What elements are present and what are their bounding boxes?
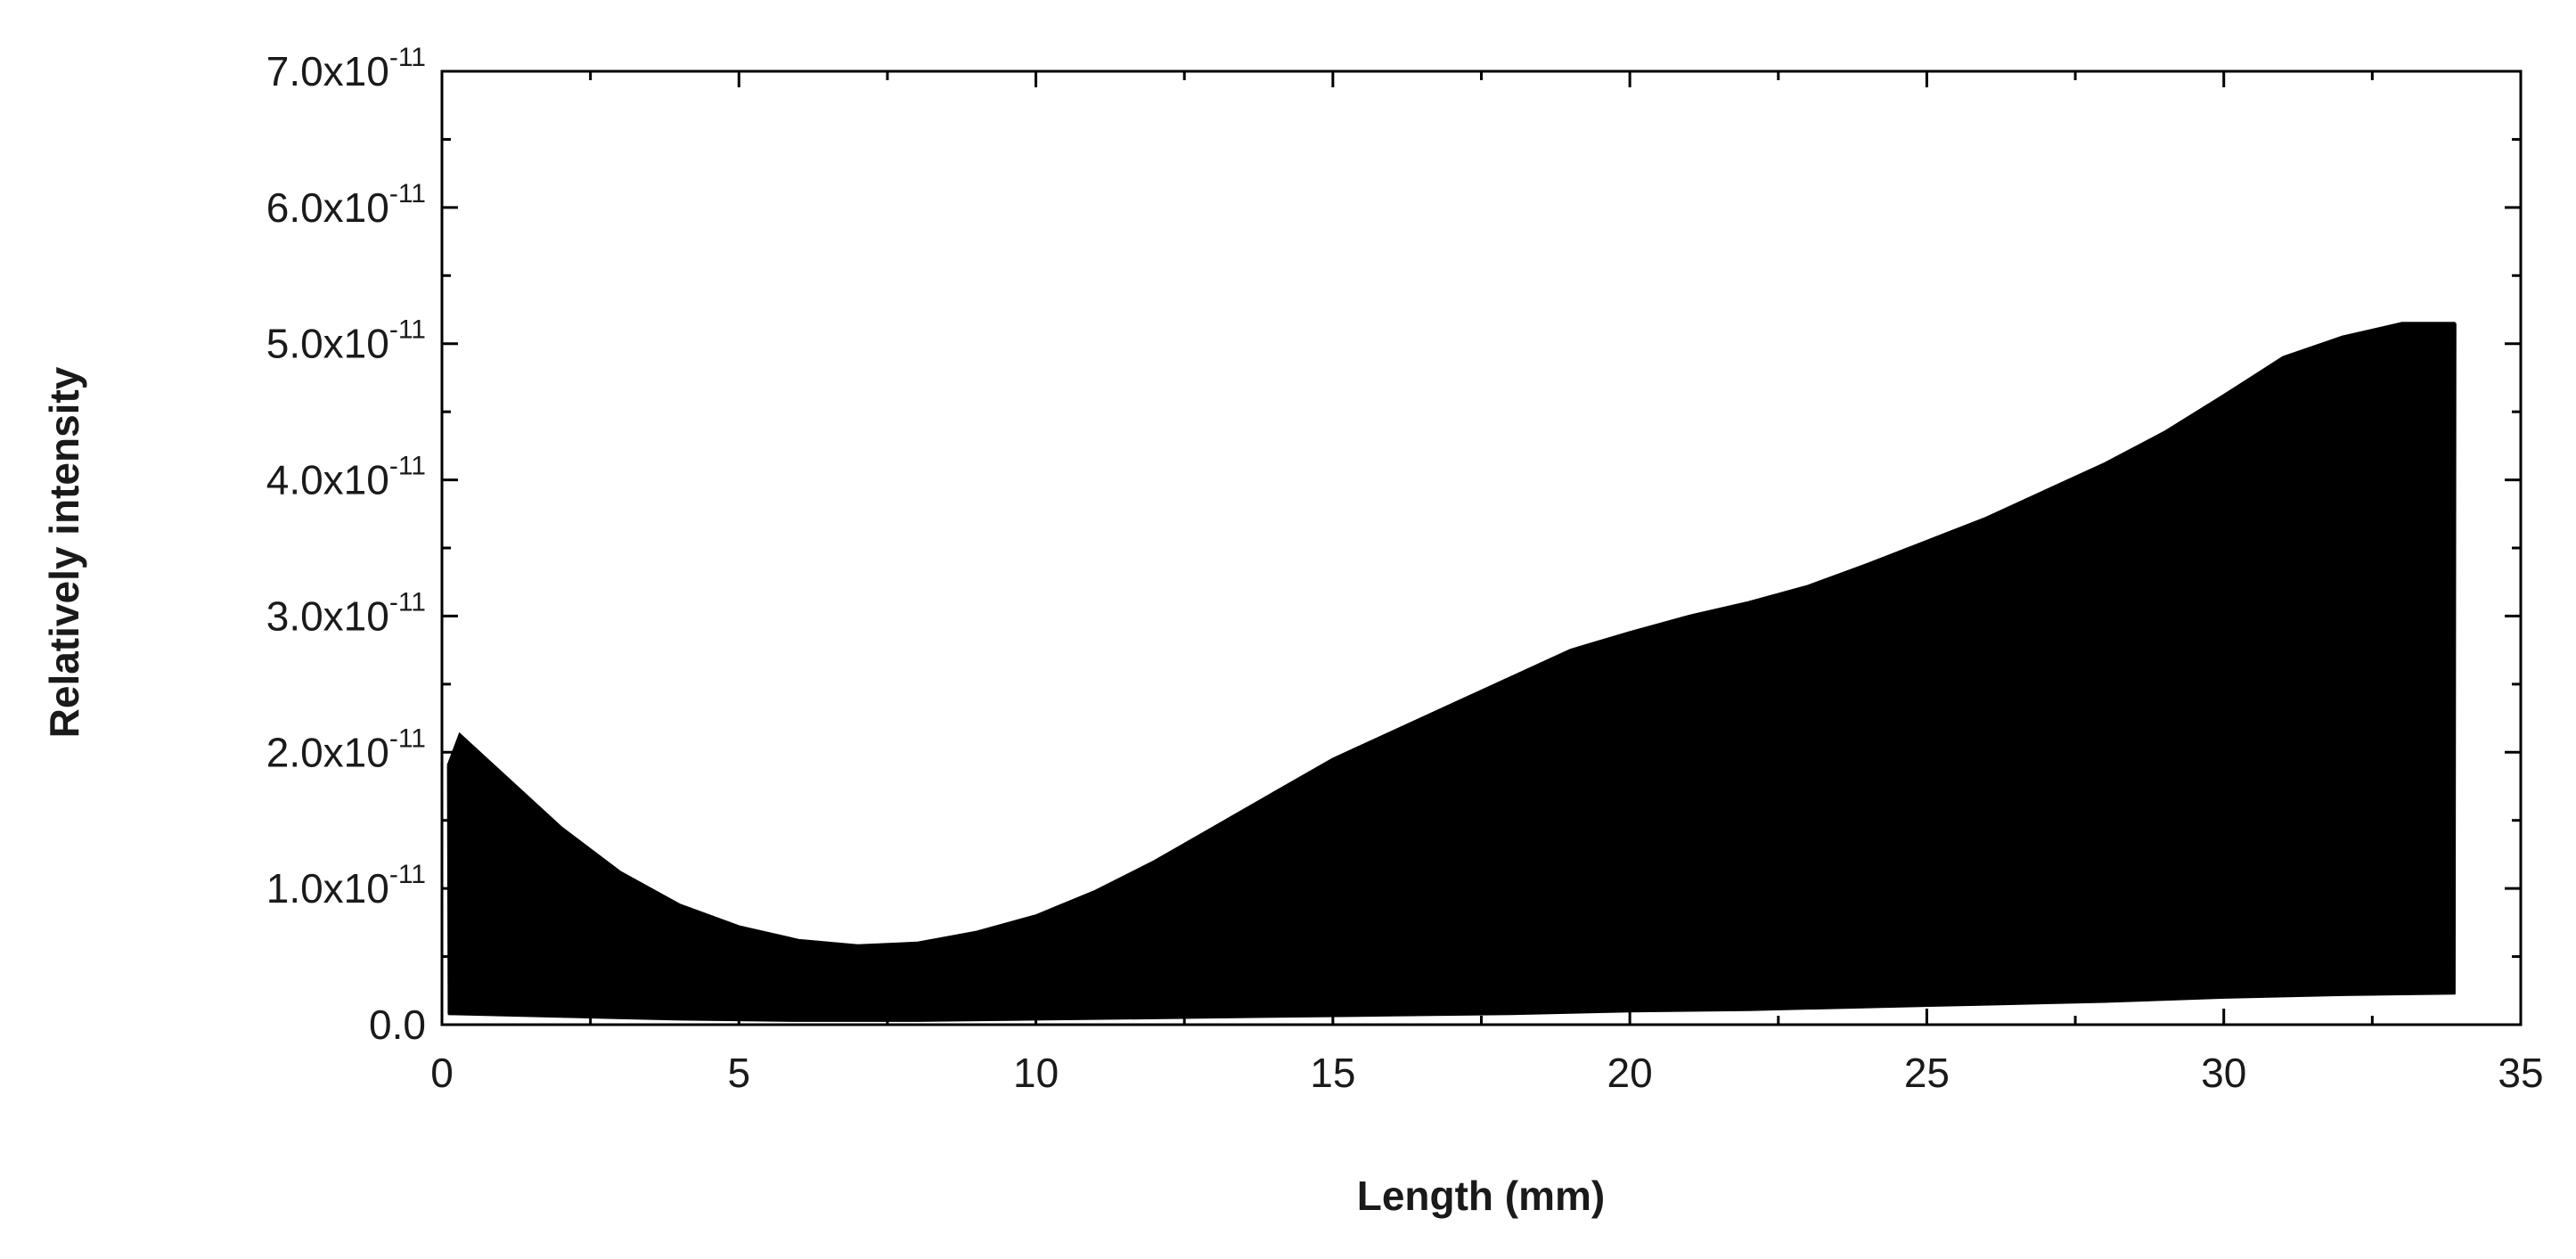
y-axis-title: Relatively intensity — [41, 366, 87, 738]
x-axis-title: Length (mm) — [1357, 1173, 1606, 1219]
y-tick-label: 6.0x10-11 — [266, 179, 426, 231]
x-tick-label: 15 — [1310, 1050, 1355, 1096]
axis-ticks — [440, 69, 2523, 1026]
x-tick-label: 0 — [430, 1050, 454, 1096]
x-tick-label: 5 — [727, 1050, 750, 1096]
x-tick-label: 10 — [1013, 1050, 1059, 1096]
y-tick-label: 7.0x10-11 — [266, 43, 426, 94]
lower-envelope-line — [447, 992, 2456, 1022]
x-tick-label: 35 — [2498, 1050, 2543, 1096]
y-tick-label: 2.0x10-11 — [266, 724, 426, 775]
y-tick-label: 4.0x10-11 — [266, 452, 426, 503]
y-tick-label: 3.0x10-11 — [266, 587, 426, 639]
x-tick-label: 25 — [1904, 1050, 1950, 1096]
x-tick-label: 20 — [1607, 1050, 1653, 1096]
x-tick-label: 30 — [2201, 1050, 2246, 1096]
data-layer — [446, 322, 2457, 1022]
y-tick-label: 5.0x10-11 — [266, 315, 426, 367]
upper-envelope-line — [446, 322, 2456, 947]
tick-labels: 0 5 10 15 20 25 30 35 0.0 1.0x10-11 2.0x10-11 3.0x1… — [266, 43, 2544, 1096]
y-tick-label: 1.0x10-11 — [266, 860, 426, 912]
y-tick-label: 0.0 — [369, 1001, 426, 1048]
signal-line — [446, 323, 2457, 1021]
